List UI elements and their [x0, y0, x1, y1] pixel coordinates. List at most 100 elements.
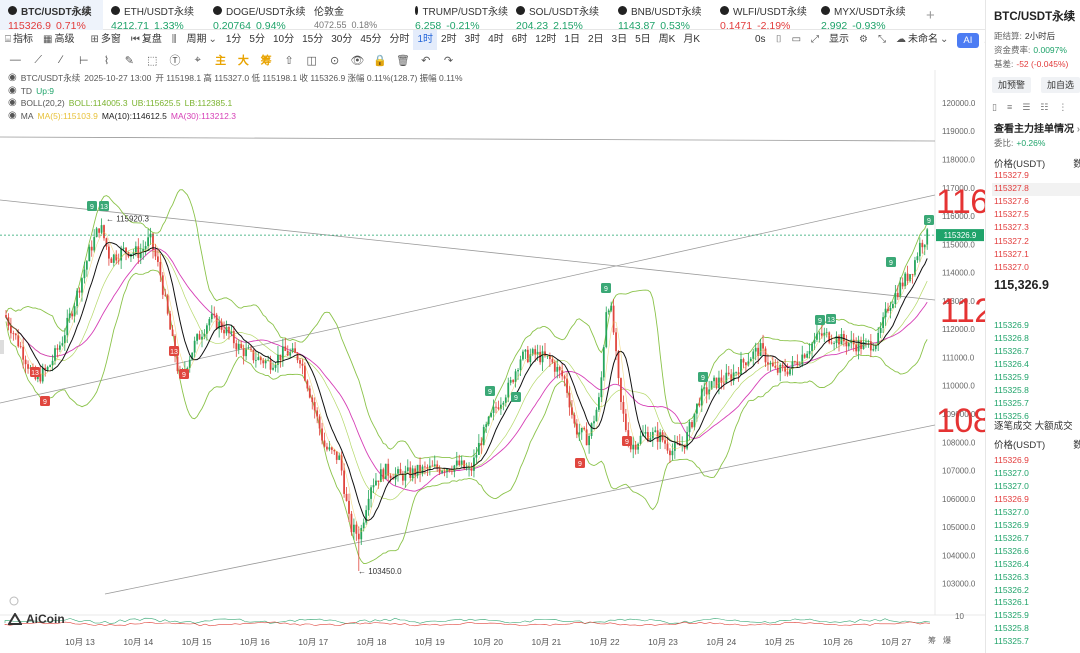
multi-window-button[interactable]: ⊞ 多窗 [85, 30, 125, 50]
interval-option[interactable]: 2时 [441, 34, 457, 45]
left-collapse-handle[interactable] [0, 340, 4, 354]
pen-tool-icon[interactable]: ✎ [124, 54, 134, 67]
interval-option[interactable]: 5日 [635, 34, 651, 45]
text-tool-icon[interactable]: Ⓣ [169, 55, 181, 67]
big-order-button[interactable]: 大 [237, 55, 249, 67]
up-arrow-icon[interactable]: ⇧ [284, 54, 294, 67]
ticker-tab[interactable]: WLFI/USDT永续 0.1471 -2.19% [712, 0, 813, 32]
ask-row[interactable]: 115327.5 [994, 209, 1029, 220]
ask-row[interactable]: 115327.9 [994, 170, 1029, 180]
undo-icon[interactable]: ↶ [421, 54, 431, 67]
interval-option[interactable]: 月K [683, 34, 700, 45]
interval-option[interactable]: 3时 [464, 34, 481, 45]
more-icon[interactable]: ⋮ [1058, 102, 1068, 112]
ask-row[interactable]: 115327.3 [994, 222, 1029, 233]
sell-list-icon[interactable]: ☷ [1040, 102, 1049, 112]
trend-line[interactable] [0, 199, 936, 301]
list-icon[interactable]: ≡ [1006, 102, 1013, 112]
interval-option[interactable]: 1日 [564, 34, 580, 45]
magnet-icon[interactable]: ⊙ [329, 54, 340, 67]
ask-row[interactable]: 115327.8 [992, 183, 1080, 197]
layers-icon[interactable]: ◫ [306, 54, 317, 67]
period-select[interactable]: 周期 ⌄ [181, 30, 221, 50]
chip-icon[interactable]: 筹 [928, 635, 936, 645]
copy-icon[interactable]: ▯ [992, 102, 997, 112]
refresh-rate[interactable]: 0s [755, 34, 766, 45]
liquidation-icon[interactable]: 爆 [943, 635, 951, 645]
expand-icon[interactable]: ⤡ [877, 34, 886, 45]
ask-row[interactable]: 115327.6 [994, 196, 1029, 207]
line-tool-icon[interactable]: — [9, 54, 21, 66]
interval-option[interactable]: 5分 [249, 34, 265, 45]
indicators-button[interactable]: ⌸ 指标 [0, 30, 38, 50]
ask-row[interactable]: 115327.2 [994, 235, 1029, 246]
measure-tool-icon[interactable]: ⌖ [194, 53, 201, 66]
channel-tool-icon[interactable]: ⊢ [78, 54, 89, 67]
ticker-tab[interactable]: BTC/USDT永续 115326.9 0.71% [0, 0, 103, 32]
chart-area[interactable]: 120000.0 119000.0 118000.0 117000.0 116000.0… [0, 70, 985, 653]
layout-icon[interactable]: ▭ [791, 34, 802, 45]
interval-option[interactable]: 10分 [272, 34, 295, 45]
interval-option[interactable]: 6时 [511, 34, 528, 45]
lock-icon[interactable]: 🔒 [373, 54, 387, 67]
ticker-tab[interactable]: TRUMP/USDT永续 6.258 -0.21% [407, 0, 508, 32]
bid-row[interactable]: 115325.6 [994, 411, 1029, 421]
interval-option[interactable]: 分时 [389, 34, 410, 45]
eye-icon[interactable]: ◉ [8, 72, 17, 83]
interval-option[interactable]: 1分 [225, 34, 242, 45]
bid-row[interactable]: 115325.7 [994, 398, 1029, 408]
fullscreen-icon[interactable]: ⤢ [811, 34, 820, 45]
interval-option[interactable]: 30分 [331, 34, 353, 45]
ticker-tab[interactable]: DOGE/USDT永续 0.20764 0.94% [205, 0, 306, 32]
trades-tabs[interactable]: 逐笔成交 大额成交 [994, 421, 1073, 432]
settings-icon[interactable]: ⚙ [859, 34, 868, 45]
ask-row[interactable]: 115327.0 [994, 261, 1029, 272]
bid-row[interactable]: 115326.8 [994, 333, 1029, 343]
eye-icon[interactable]: 👁 [350, 54, 365, 67]
interval-option[interactable]: 3日 [611, 34, 628, 45]
eye-icon[interactable]: ◉ [8, 84, 17, 96]
ai-interpret-button[interactable]: AI解读 [957, 32, 979, 76]
interval-option[interactable]: 12时 [535, 34, 557, 45]
add-favorite-button[interactable]: 加自选 [1041, 77, 1080, 93]
bid-row[interactable]: 115326.9 [994, 320, 1029, 330]
add-alert-button[interactable]: 加预警 [992, 77, 1032, 93]
advanced-button[interactable]: ▦ 高级 [38, 30, 79, 50]
template-select[interactable]: ☁ 未命名 ⌄ [891, 30, 953, 50]
ticker-tab[interactable]: BNB/USDT永续 1143.87 0.53% [610, 0, 712, 32]
volume-toggle-icon[interactable] [9, 596, 19, 606]
trend-line[interactable] [0, 194, 936, 404]
candle-type-button[interactable]: ⫼ [167, 30, 182, 50]
interval-option[interactable]: 45分 [360, 34, 382, 45]
interval-option[interactable]: 2日 [587, 34, 604, 45]
fib-tool-icon[interactable]: ⌇ [103, 54, 110, 67]
ticker-tab[interactable]: ETH/USDT永续 4212.71 1.33% [103, 0, 205, 32]
price-chart[interactable]: 120000.0 119000.0 118000.0 117000.0 116000.0… [0, 70, 985, 653]
interval-option[interactable]: 4时 [488, 34, 504, 45]
eye-icon[interactable]: ◉ [8, 109, 17, 121]
ticker-tab[interactable]: MYX/USDT永续 2.992 -0.93% [813, 0, 913, 32]
trend-line[interactable] [104, 424, 936, 595]
add-tab-icon[interactable]: + [926, 7, 935, 24]
camera-icon[interactable]: ⌷ [775, 34, 782, 45]
redo-icon[interactable]: ↷ [443, 54, 454, 67]
interval-option[interactable]: 周K [658, 34, 676, 45]
main-force-button[interactable]: 主 [215, 55, 227, 67]
bid-row[interactable]: 115325.8 [994, 385, 1029, 395]
rect-tool-icon[interactable]: ⬚ [146, 54, 158, 67]
bid-row[interactable]: 115326.7 [994, 346, 1029, 356]
ticker-tab[interactable]: SOL/USDT永续 204.23 2.15% [508, 0, 610, 32]
trend-line[interactable] [0, 136, 936, 142]
bid-row[interactable]: 115325.9 [994, 372, 1029, 382]
trash-icon[interactable]: 🗑 [395, 54, 410, 67]
trend-tool-icon[interactable]: ∕ [60, 54, 62, 66]
display-button[interactable]: 显示 [824, 30, 854, 50]
interval-option[interactable]: 15分 [302, 34, 324, 45]
ask-row[interactable]: 115327.1 [994, 248, 1029, 259]
ray-tool-icon[interactable]: ⟋ [34, 53, 43, 66]
interval-option[interactable]: 1时 [413, 30, 438, 50]
order-depth-link[interactable]: 查看主力挂单情况 › [994, 120, 1080, 135]
bid-row[interactable]: 115326.4 [994, 359, 1029, 369]
chip-button[interactable]: 筹 [260, 55, 272, 67]
ticker-tab[interactable]: 伦敦金 4072.55 0.18% [306, 0, 407, 30]
